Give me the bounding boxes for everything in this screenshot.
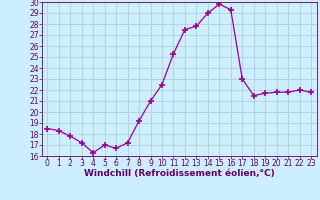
X-axis label: Windchill (Refroidissement éolien,°C): Windchill (Refroidissement éolien,°C) bbox=[84, 169, 275, 178]
